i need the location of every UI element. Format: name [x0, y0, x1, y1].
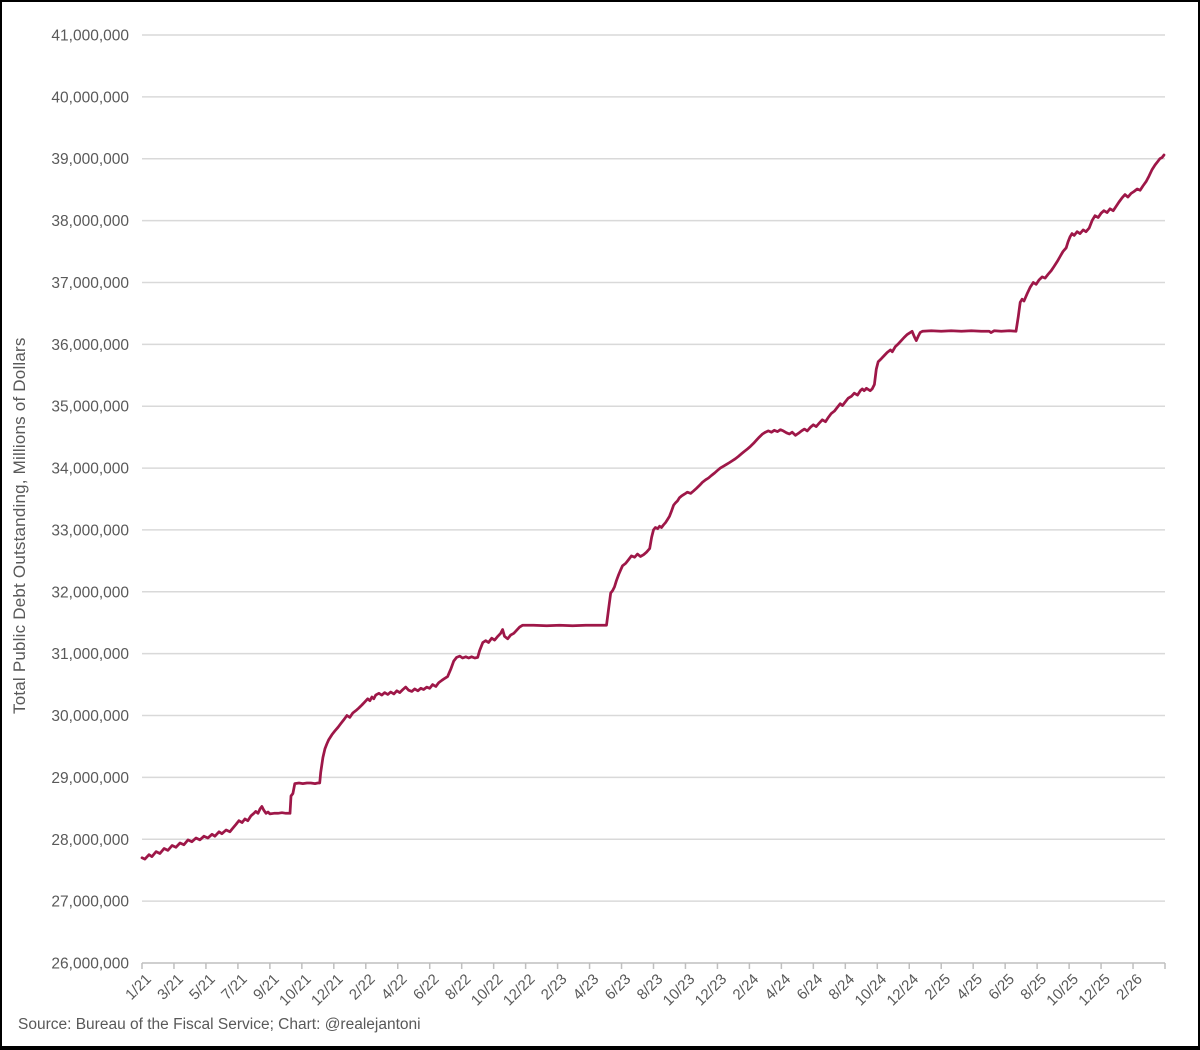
x-tick-label: 12/25 — [1075, 971, 1114, 1010]
x-tick-label: 10/25 — [1043, 971, 1082, 1010]
x-tick-label: 2/25 — [921, 971, 954, 1004]
x-tick-label: 12/22 — [500, 971, 539, 1010]
x-tick-label: 4/22 — [378, 971, 411, 1004]
x-tick-label: 2/22 — [346, 971, 379, 1004]
y-tick-label: 36,000,000 — [51, 337, 129, 354]
x-tick-label: 1/21 — [122, 971, 155, 1004]
y-tick-label: 30,000,000 — [51, 708, 129, 725]
y-tick-label: 29,000,000 — [51, 770, 129, 787]
x-tick-label: 5/21 — [186, 971, 219, 1004]
x-tick-label: 7/21 — [218, 971, 251, 1004]
y-tick-label: 38,000,000 — [51, 213, 129, 230]
x-tick-label: 4/24 — [762, 971, 795, 1004]
x-tick-label: 12/24 — [884, 971, 923, 1010]
x-tick-label: 6/22 — [410, 971, 443, 1004]
x-tick-label: 2/26 — [1113, 971, 1146, 1004]
x-tick-label: 2/24 — [730, 971, 763, 1004]
source-credit: Source: Bureau of the Fiscal Service; Ch… — [18, 1016, 421, 1033]
x-tick-label: 10/23 — [660, 971, 699, 1010]
x-tick-label: 10/22 — [468, 971, 507, 1010]
x-tick-label: 6/24 — [794, 971, 827, 1004]
y-tick-label: 35,000,000 — [51, 399, 129, 416]
x-tick-label: 6/25 — [985, 971, 1018, 1004]
x-tick-label: 12/23 — [692, 971, 731, 1010]
x-tick-label: 10/21 — [276, 971, 315, 1010]
y-tick-label: 41,000,000 — [51, 28, 129, 45]
y-axis-title: Total Public Debt Outstanding, Millions … — [10, 337, 29, 714]
y-tick-label: 27,000,000 — [51, 894, 129, 911]
y-tick-label: 39,000,000 — [51, 151, 129, 168]
y-tick-label: 37,000,000 — [51, 275, 129, 292]
x-tick-label: 10/24 — [852, 971, 891, 1010]
x-tick-label: 2/23 — [538, 971, 571, 1004]
x-tick-label: 12/21 — [308, 971, 347, 1010]
y-tick-label: 32,000,000 — [51, 584, 129, 601]
x-tick-label: 4/25 — [953, 971, 986, 1004]
y-tick-label: 31,000,000 — [51, 646, 129, 663]
x-tick-label: 4/23 — [570, 971, 603, 1004]
x-tick-label: 6/23 — [602, 971, 635, 1004]
y-tick-label: 34,000,000 — [51, 461, 129, 478]
y-tick-label: 26,000,000 — [51, 956, 129, 973]
x-tick-label: 3/21 — [154, 971, 187, 1004]
y-tick-label: 28,000,000 — [51, 832, 129, 849]
y-tick-label: 40,000,000 — [51, 89, 129, 106]
debt-line — [140, 153, 1166, 861]
y-tick-label: 33,000,000 — [51, 522, 129, 539]
